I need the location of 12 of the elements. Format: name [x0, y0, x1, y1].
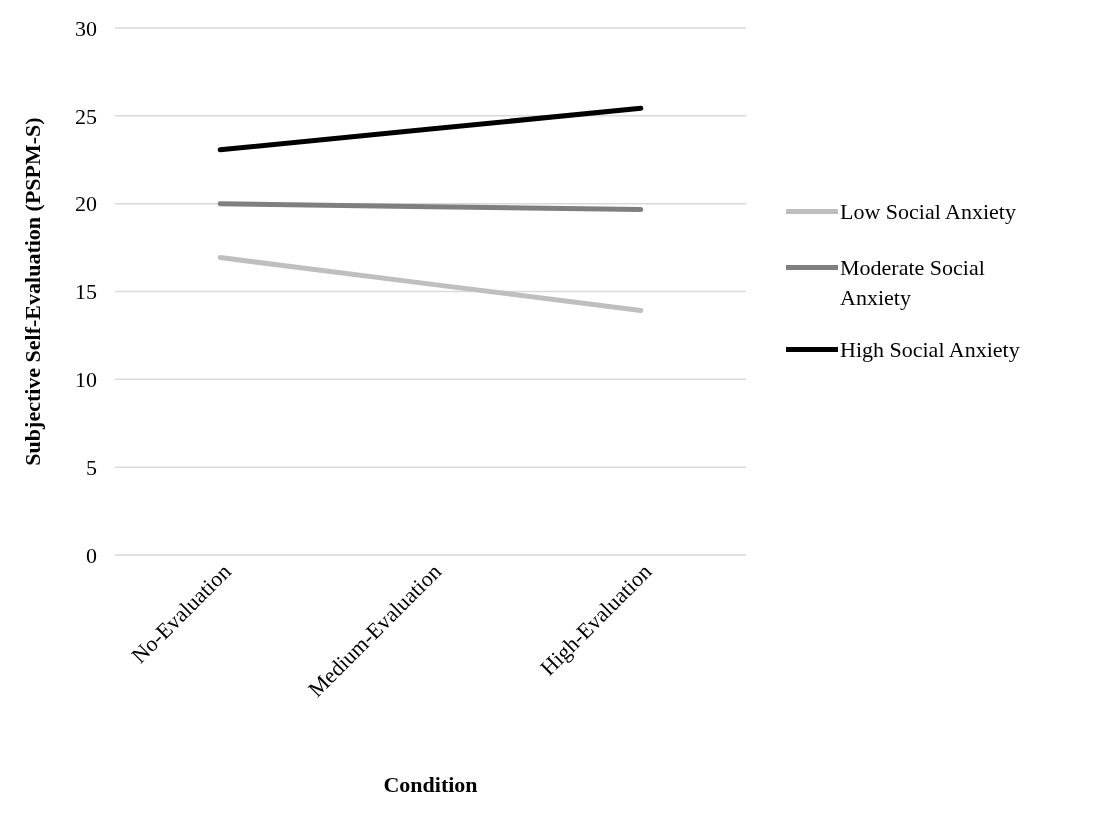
- y-tick-label: 30: [75, 15, 97, 41]
- legend-label: High Social Anxiety: [840, 337, 1020, 363]
- y-tick-label: 0: [86, 542, 97, 568]
- y-axis-title: Subjective Self-Evaluation (PSPM-S): [20, 117, 45, 466]
- y-tick-label: 5: [86, 454, 97, 480]
- y-tick-label: 25: [75, 103, 97, 129]
- x-axis-title: Condition: [383, 772, 478, 797]
- y-tick-label: 20: [75, 191, 97, 217]
- legend-label: Low Social Anxiety: [840, 199, 1016, 225]
- y-tick-label: 10: [75, 367, 97, 393]
- y-tick-label: 15: [75, 279, 97, 305]
- legend-label: Moderate Social Anxiety: [840, 255, 985, 311]
